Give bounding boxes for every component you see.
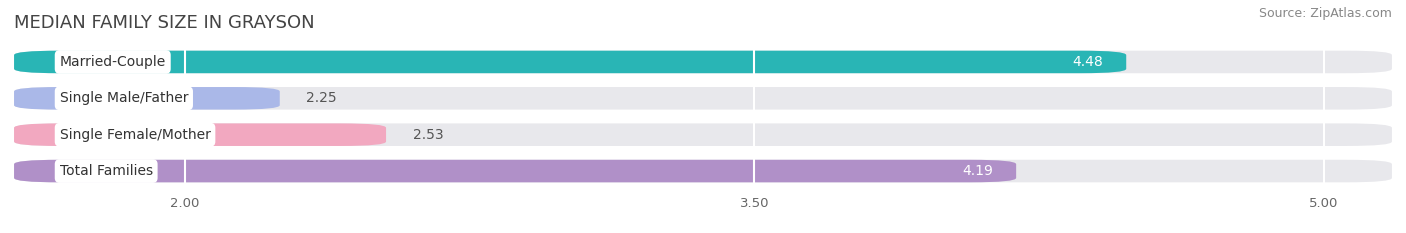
Text: 2.25: 2.25 xyxy=(307,91,337,105)
Text: 4.48: 4.48 xyxy=(1073,55,1104,69)
FancyBboxPatch shape xyxy=(14,160,1392,182)
Text: Single Male/Father: Single Male/Father xyxy=(59,91,188,105)
FancyBboxPatch shape xyxy=(14,160,1017,182)
Text: Single Female/Mother: Single Female/Mother xyxy=(59,128,211,142)
FancyBboxPatch shape xyxy=(14,51,1392,73)
FancyBboxPatch shape xyxy=(14,87,280,110)
FancyBboxPatch shape xyxy=(14,51,1126,73)
FancyBboxPatch shape xyxy=(14,123,387,146)
Text: 4.19: 4.19 xyxy=(963,164,994,178)
Text: Married-Couple: Married-Couple xyxy=(59,55,166,69)
Text: MEDIAN FAMILY SIZE IN GRAYSON: MEDIAN FAMILY SIZE IN GRAYSON xyxy=(14,14,315,32)
FancyBboxPatch shape xyxy=(14,123,1392,146)
FancyBboxPatch shape xyxy=(14,87,1392,110)
Text: 2.53: 2.53 xyxy=(412,128,443,142)
Text: Total Families: Total Families xyxy=(59,164,153,178)
Text: Source: ZipAtlas.com: Source: ZipAtlas.com xyxy=(1258,7,1392,20)
